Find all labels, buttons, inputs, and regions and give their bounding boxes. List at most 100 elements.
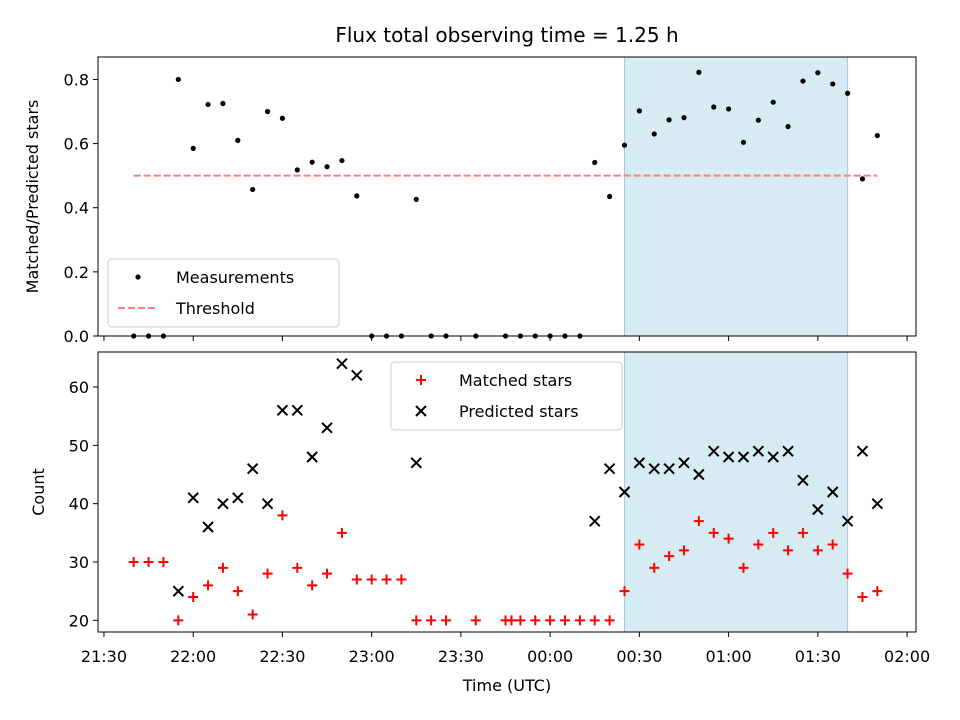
measurement-point xyxy=(755,117,761,123)
matched-star-point xyxy=(366,574,377,585)
x-tick-label: 23:00 xyxy=(349,647,395,666)
matched-star-point xyxy=(232,586,243,597)
measurement-point xyxy=(264,108,271,115)
measurement-point xyxy=(190,145,196,151)
measurement-point xyxy=(815,70,821,76)
measurement-point xyxy=(726,106,732,112)
y-tick-label: 0.8 xyxy=(64,70,89,89)
measurement-point xyxy=(250,186,256,193)
y-tick-label: 0.4 xyxy=(64,199,89,218)
matched-star-point xyxy=(441,615,452,626)
y-tick-label: 60 xyxy=(69,378,89,397)
count-panel: 20 30 40 50 60 21:30 22:00 22:30 23:00 23:30 00:00… xyxy=(29,351,930,666)
predicted-star-point xyxy=(737,451,750,463)
matched-star-point xyxy=(203,580,214,591)
predicted-star-point xyxy=(276,404,289,417)
matched-star-point xyxy=(277,510,288,521)
matched-star-point xyxy=(678,545,689,556)
matched-star-point xyxy=(158,557,169,567)
predicted-star-point xyxy=(633,457,646,469)
matched-star-point xyxy=(589,615,600,626)
measurement-point xyxy=(651,131,657,137)
predicted-star-point xyxy=(827,486,839,498)
matched-star-point xyxy=(381,574,392,585)
x-tick-label: 02:00 xyxy=(884,647,930,666)
legend-marker-matched xyxy=(416,375,426,385)
matched-star-point xyxy=(173,615,184,626)
legend-marker-measurements xyxy=(135,274,141,280)
predicted-star-point xyxy=(321,422,333,434)
predicted-star-point xyxy=(722,451,735,463)
matched-star-point xyxy=(217,562,228,573)
measurement-point xyxy=(413,196,419,202)
measurement-point xyxy=(205,101,211,108)
matched-star-point xyxy=(396,574,407,585)
matched-star-point xyxy=(292,562,303,573)
matched-star-point xyxy=(262,568,273,579)
measurement-point xyxy=(785,123,791,130)
predicted-star-point xyxy=(752,445,765,457)
chart-title: Flux total observing time = 1.25 h xyxy=(335,23,678,47)
matched-star-point xyxy=(664,551,675,562)
x-tick-label: 21:30 xyxy=(81,647,127,666)
matched-star-point xyxy=(351,574,362,585)
matched-star-point xyxy=(768,527,779,538)
x-tick-label: 23:30 xyxy=(438,647,484,666)
y-tick-label: 0.6 xyxy=(64,135,89,154)
y-axis-title: Count xyxy=(29,468,48,516)
measurement-point xyxy=(666,117,672,123)
matched-star-point xyxy=(738,562,749,573)
measurement-point xyxy=(339,157,345,164)
matched-star-point xyxy=(872,586,883,597)
measurement-point xyxy=(636,108,642,114)
matched-star-point xyxy=(634,539,645,550)
ratio-panel: 0.0 0.2 0.4 0.6 0.8 Matched/Predicted stars Me… xyxy=(23,56,917,346)
predicted-star-point xyxy=(648,462,660,475)
measurement-point xyxy=(800,78,806,84)
measurement-point xyxy=(874,132,880,139)
matched-star-point xyxy=(322,568,333,579)
x-tick-label: 22:00 xyxy=(170,647,216,666)
predicted-star-point xyxy=(291,404,304,417)
matched-star-point xyxy=(842,568,853,579)
x-tick-label: 00:30 xyxy=(616,647,662,666)
y-axis-title: Matched/Predicted stars xyxy=(23,100,42,294)
predicted-star-point xyxy=(663,462,675,475)
measurement-point xyxy=(324,164,330,170)
legend-label: Predicted stars xyxy=(459,402,579,421)
measurement-point xyxy=(592,159,598,166)
matched-star-point xyxy=(604,615,615,626)
y-tick-label: 40 xyxy=(69,495,89,514)
matched-star-point xyxy=(693,516,704,527)
matched-star-point xyxy=(307,580,318,591)
predicted-star-point xyxy=(678,457,690,469)
matched-star-point xyxy=(619,586,630,597)
predicted-star-point xyxy=(782,445,794,457)
matched-star-point xyxy=(515,615,526,626)
predicted-star-point xyxy=(172,585,185,597)
matched-star-point xyxy=(470,615,481,626)
predicted-star-point xyxy=(708,445,720,457)
measurement-point xyxy=(294,167,300,173)
matched-star-point xyxy=(708,527,719,538)
matched-star-point xyxy=(783,545,794,556)
predicted-star-point xyxy=(693,468,705,481)
y-tick-label: 30 xyxy=(69,553,89,572)
predicted-star-point xyxy=(871,497,884,510)
matched-star-point xyxy=(128,557,139,567)
matched-star-point xyxy=(506,615,517,626)
matched-star-point xyxy=(560,615,571,626)
measurement-point xyxy=(220,100,226,107)
matched-star-point xyxy=(753,539,764,550)
matched-star-point xyxy=(530,615,541,626)
y-tick-label: 0.2 xyxy=(64,263,89,282)
y-tick-label: 50 xyxy=(69,436,89,455)
matched-star-point xyxy=(247,609,258,620)
x-tick-label: 01:00 xyxy=(706,647,752,666)
measurement-point xyxy=(309,159,315,165)
predicted-star-point xyxy=(618,486,631,498)
matched-star-point xyxy=(857,592,868,602)
predicted-star-point xyxy=(351,369,363,382)
predicted-star-point xyxy=(812,503,824,516)
